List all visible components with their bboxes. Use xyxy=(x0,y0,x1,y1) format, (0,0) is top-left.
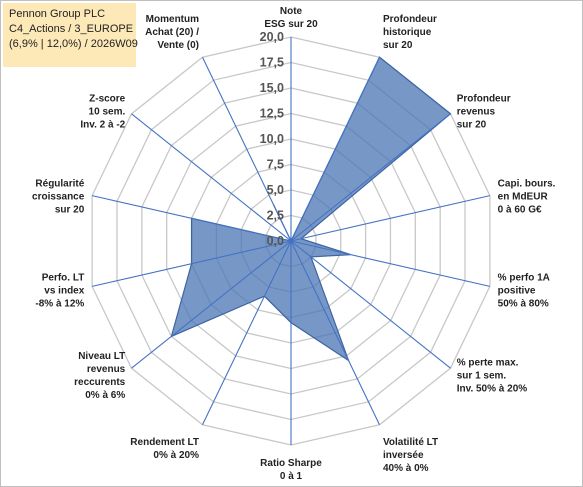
axis-line xyxy=(290,240,451,369)
axis-label: Volatilité LT inversée 40% à 0% xyxy=(383,437,438,474)
axis-label: % perfo 1A positive 50% à 80% xyxy=(498,273,550,310)
title-box: Pennon Group PLC C4_Actions / 3_EUROPE (… xyxy=(3,3,138,67)
axis-label: Perfo. LT vs index -8% à 12% xyxy=(35,273,84,310)
axis-line xyxy=(91,195,292,242)
axis-label: Note ESG sur 20 xyxy=(264,6,318,30)
axis-line xyxy=(290,113,451,242)
axis-label: Profondeur revenus sur 20 xyxy=(457,93,511,130)
radial-tick-label: 5,0 xyxy=(267,183,284,197)
radial-tick-label: 0,0 xyxy=(267,234,284,248)
radial-tick-label: 12,5 xyxy=(260,107,284,121)
axis-label: % perte max. sur 1 sem. Inv. 50% à 20% xyxy=(457,358,528,395)
axis-line xyxy=(131,240,292,369)
radial-tick-label: 2,5 xyxy=(267,209,284,223)
axis-line xyxy=(290,240,381,426)
title-line-category: C4_Actions / 3_EUROPE xyxy=(9,23,134,35)
radial-tick-label: 20,0 xyxy=(260,30,284,44)
axis-label: Z-score 10 sem. Inv. 2 à -2 xyxy=(80,93,125,130)
axis-line xyxy=(201,56,292,242)
axis-label: Ratio Sharpe 0 à 1 xyxy=(260,458,322,482)
axis-label: Profondeur historique sur 20 xyxy=(383,14,437,51)
axis-line xyxy=(91,240,292,287)
axis-line xyxy=(131,113,292,242)
radial-tick-label: 7,5 xyxy=(267,158,284,172)
axis-label: Régularité croissance sur 20 xyxy=(32,178,85,215)
axis-line xyxy=(290,56,381,242)
axis-line xyxy=(290,195,491,242)
axis-label: Capi. bours. en MdEUR 0 à 60 G€ xyxy=(498,178,556,215)
axis-line xyxy=(201,240,292,426)
title-line-stats: (6,9% | 12,0%) / 2026W09 xyxy=(9,38,138,50)
axis-label: Niveau LT revenus reccurents 0% à 6% xyxy=(74,351,126,401)
radial-tick-label: 15,0 xyxy=(260,81,284,95)
axis-label: Momentum Achat (20) / Vente (0) xyxy=(145,14,199,51)
axis-label: Rendement LT 0% à 20% xyxy=(130,437,199,461)
radial-tick-label: 17,5 xyxy=(260,56,284,70)
radial-tick-label: 10,0 xyxy=(260,132,284,146)
axis-line xyxy=(290,240,491,287)
title-line-company: Pennon Group PLC xyxy=(9,8,106,20)
series-area xyxy=(170,56,452,362)
